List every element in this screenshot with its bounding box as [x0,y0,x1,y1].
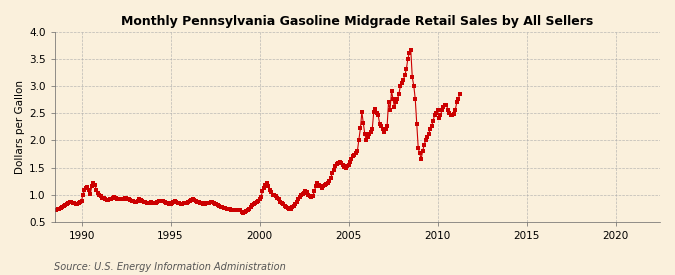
Text: Source: U.S. Energy Information Administration: Source: U.S. Energy Information Administ… [54,262,286,272]
Title: Monthly Pennsylvania Gasoline Midgrade Retail Sales by All Sellers: Monthly Pennsylvania Gasoline Midgrade R… [122,15,593,28]
Y-axis label: Dollars per Gallon: Dollars per Gallon [15,80,25,174]
